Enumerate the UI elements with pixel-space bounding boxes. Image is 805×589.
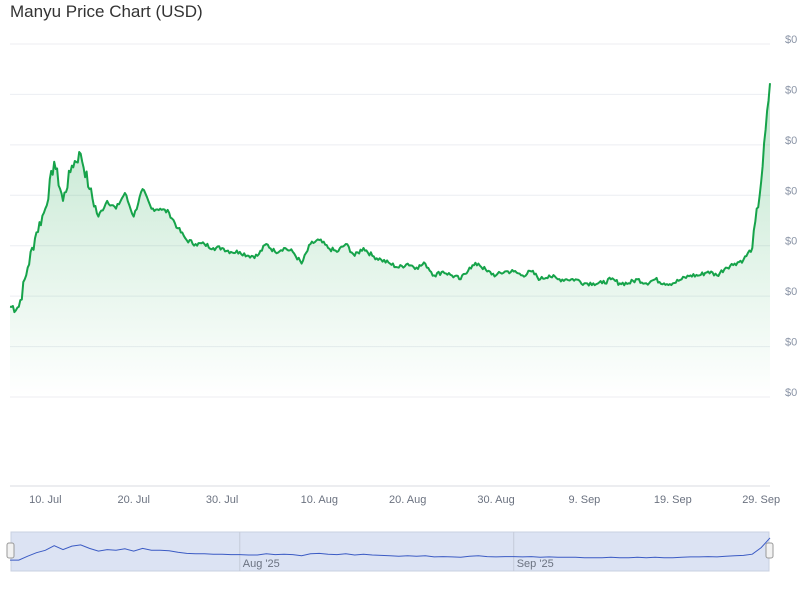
navigator-label: Aug '25 [243, 558, 280, 570]
navigator[interactable]: Aug '25 Sep '25 [6, 531, 774, 572]
navigator-grid [239, 532, 515, 571]
y-tick-label: $0 [785, 286, 797, 298]
navigator-label: Sep '25 [517, 558, 554, 570]
y-tick-label: $0 [785, 135, 797, 147]
navigator-left-handle[interactable] [6, 542, 15, 559]
navigator-range[interactable] [10, 531, 770, 572]
x-tick-label: 30. Aug [477, 494, 514, 506]
x-tick-label: 19. Sep [654, 494, 692, 506]
x-tick-label: 29. Sep [742, 494, 780, 506]
x-tick-label: 30. Jul [206, 494, 238, 506]
y-tick-label: $0 [785, 185, 797, 197]
y-tick-label: $0 [785, 236, 797, 248]
price-area-fill [10, 83, 770, 397]
x-axis-labels: 10. Jul 20. Jul 30. Jul 10. Aug 20. Aug 30. A… [29, 494, 780, 506]
y-axis-labels: $0 $0 $0 $0 $0 $0 $0 $0 [785, 34, 797, 399]
navigator-line [10, 537, 771, 561]
y-tick-label: $0 [785, 387, 797, 399]
navigator-right-handle[interactable] [765, 542, 774, 559]
x-tick-label: 20. Aug [389, 494, 426, 506]
x-tick-label: 20. Jul [118, 494, 150, 506]
x-tick-label: 10. Aug [301, 494, 338, 506]
x-tick-label: 10. Jul [29, 494, 61, 506]
y-tick-label: $0 [785, 84, 797, 96]
x-tick-label: 9. Sep [569, 494, 601, 506]
y-tick-label: $0 [785, 337, 797, 349]
y-tick-label: $0 [785, 34, 797, 46]
navigator-labels: Aug '25 Sep '25 [243, 558, 554, 570]
chart-title: Manyu Price Chart (USD) [10, 2, 203, 21]
price-line[interactable] [9, 83, 771, 314]
